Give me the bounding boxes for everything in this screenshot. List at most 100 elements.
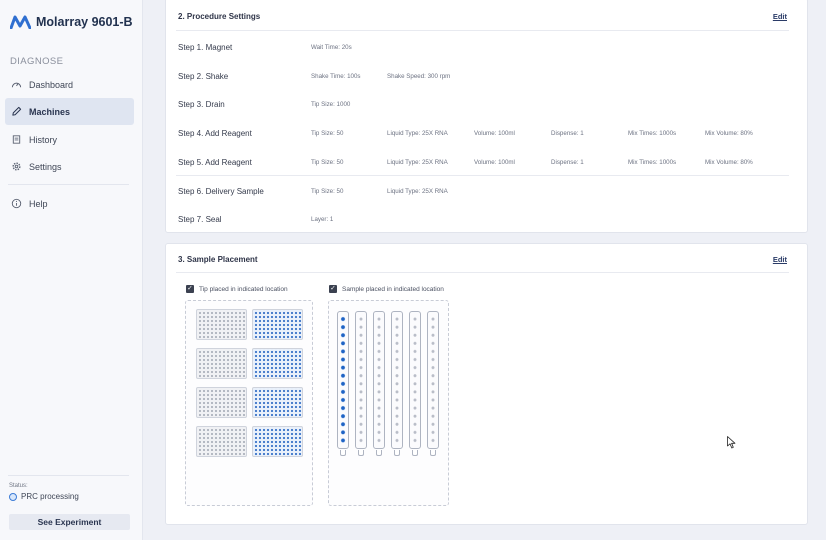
strip-wells xyxy=(358,315,364,445)
tip-rack-blue xyxy=(252,426,303,457)
placement-edit-link[interactable]: Edit xyxy=(772,255,787,264)
step-name: Step 4. Add Reagent xyxy=(178,128,252,138)
gauge-icon xyxy=(11,82,22,88)
step-param: Dispense: 1 xyxy=(551,129,584,137)
checkbox-checked-icon[interactable]: ✓ xyxy=(186,285,194,293)
strip-tab xyxy=(394,450,400,456)
mouse-cursor-icon xyxy=(727,436,736,449)
step-name: Step 5. Add Reagent xyxy=(178,157,252,167)
pencil-icon xyxy=(12,106,22,116)
see-experiment-button[interactable]: See Experiment xyxy=(9,514,130,530)
sidebar-divider xyxy=(8,184,129,185)
procedure-title: 2. Procedure Settings xyxy=(178,12,261,21)
sample-strip-filled xyxy=(337,311,349,456)
step-param: Mix Times: 1000s xyxy=(628,129,677,137)
sidebar-item-history[interactable]: History xyxy=(5,126,134,153)
sample-placed-label: Sample placed in indicated location xyxy=(342,285,444,293)
sample-strip-empty xyxy=(373,311,385,456)
step-param: Wait Time: 20s xyxy=(311,43,352,51)
sample-strip-layout xyxy=(328,300,449,506)
step-param: Mix Volume: 80% xyxy=(705,158,753,166)
step-row-1: Step 1. Magnet Wait Time: 20s xyxy=(178,40,789,54)
step-param: Dispense: 1 xyxy=(551,158,584,166)
history-icon xyxy=(12,135,21,144)
step-param: Tip Size: 50 xyxy=(311,187,344,195)
tip-rack-layout xyxy=(185,300,313,506)
step-param: Mix Volume: 80% xyxy=(705,129,753,137)
step-param: Liquid Type: 25X RNA xyxy=(387,158,448,166)
sample-strip-empty xyxy=(391,311,403,456)
step-param: Tip Size: 50 xyxy=(311,158,344,166)
gear-icon xyxy=(12,162,21,171)
step-name: Step 6. Delivery Sample xyxy=(178,186,264,196)
step-param: Shake Time: 100s xyxy=(311,72,361,80)
brand[interactable]: Molarray 9601-B xyxy=(10,12,133,32)
strip-wells xyxy=(412,315,418,445)
tip-rack-grey xyxy=(196,387,247,418)
tip-rack-grey xyxy=(196,309,247,340)
section-label-diagnose: DIAGNOSE xyxy=(10,56,64,67)
sidebar-item-machines[interactable]: Machines xyxy=(5,98,134,125)
strip-wells xyxy=(430,315,436,445)
step-param: Volume: 100ml xyxy=(474,158,515,166)
strip-tab xyxy=(358,450,364,456)
procedure-edit-link[interactable]: Edit xyxy=(772,12,787,21)
strip-tab xyxy=(376,450,382,456)
step-param: Layer: 1 xyxy=(311,215,334,223)
sample-strip-empty xyxy=(427,311,439,456)
card-divider xyxy=(176,272,789,273)
strip-wells xyxy=(376,315,382,445)
app-name: Molarray 9601-B xyxy=(36,15,133,29)
strip-tab xyxy=(430,450,436,456)
step-param: Liquid Type: 25X RNA xyxy=(387,129,448,137)
tip-rack-grey xyxy=(196,426,247,457)
placement-title: 3. Sample Placement xyxy=(178,255,258,264)
strip-tab xyxy=(412,450,418,456)
sidebar-item-settings[interactable]: Settings xyxy=(5,153,134,180)
step-row-4: Step 4. Add Reagent Tip Size: 50 Liquid … xyxy=(178,126,789,140)
card-divider xyxy=(176,30,789,31)
procedure-settings-card: 2. Procedure Settings Edit Step 1. Magne… xyxy=(165,0,808,233)
step-row-3: Step 3. Drain Tip Size: 1000 xyxy=(178,97,789,111)
step-row-2: Step 2. Shake Shake Time: 100s Shake Spe… xyxy=(178,69,789,83)
step-name: Step 7. Seal xyxy=(178,214,222,224)
sample-placement-card: 3. Sample Placement Edit ✓ Tip placed in… xyxy=(165,243,808,525)
card-divider xyxy=(176,175,789,176)
sidebar-item-label: History xyxy=(29,134,58,145)
status-indicator: PRC processing xyxy=(9,492,79,501)
sample-strip-empty xyxy=(355,311,367,456)
tip-rack-blue xyxy=(252,309,303,340)
step-param: Tip Size: 1000 xyxy=(311,100,351,108)
checkbox-checked-icon[interactable]: ✓ xyxy=(329,285,337,293)
sidebar: Molarray 9601-B DIAGNOSE Dashboard Machi… xyxy=(0,0,143,540)
step-param: Mix Times: 1000s xyxy=(628,158,677,166)
sample-strip-empty xyxy=(409,311,421,456)
tip-rack-grey xyxy=(196,348,247,379)
tip-rack-blue xyxy=(252,387,303,418)
step-name: Step 2. Shake xyxy=(178,71,229,81)
status-dot-icon xyxy=(9,492,17,501)
step-param: Shake Speed: 300 rpm xyxy=(387,72,451,80)
sidebar-item-help[interactable]: Help xyxy=(5,190,134,217)
step-param: Liquid Type: 25X RNA xyxy=(387,187,448,195)
status-value: PRC processing xyxy=(21,492,79,501)
help-icon xyxy=(11,198,22,209)
step-row-7: Step 7. Seal Layer: 1 xyxy=(178,212,789,226)
step-name: Step 1. Magnet xyxy=(178,42,233,52)
status-label: Status: xyxy=(9,483,28,489)
strip-tab xyxy=(340,450,346,456)
sidebar-item-label: Machines xyxy=(29,106,71,117)
sidebar-item-label: Settings xyxy=(29,161,62,172)
step-row-6: Step 6. Delivery Sample Tip Size: 50 Liq… xyxy=(178,184,789,198)
molarray-logo-icon xyxy=(10,15,31,29)
strip-wells xyxy=(394,315,400,445)
tip-placed-label: Tip placed in indicated location xyxy=(199,285,288,293)
sample-placed-checkbox[interactable]: ✓ Sample placed in indicated location xyxy=(329,285,444,293)
tip-placed-checkbox[interactable]: ✓ Tip placed in indicated location xyxy=(186,285,288,293)
tip-rack-blue xyxy=(252,348,303,379)
sidebar-divider xyxy=(8,475,129,476)
sidebar-item-dashboard[interactable]: Dashboard xyxy=(5,71,134,98)
sidebar-item-label: Help xyxy=(29,198,48,209)
strip-wells xyxy=(340,315,346,445)
step-row-5: Step 5. Add Reagent Tip Size: 50 Liquid … xyxy=(178,155,789,169)
